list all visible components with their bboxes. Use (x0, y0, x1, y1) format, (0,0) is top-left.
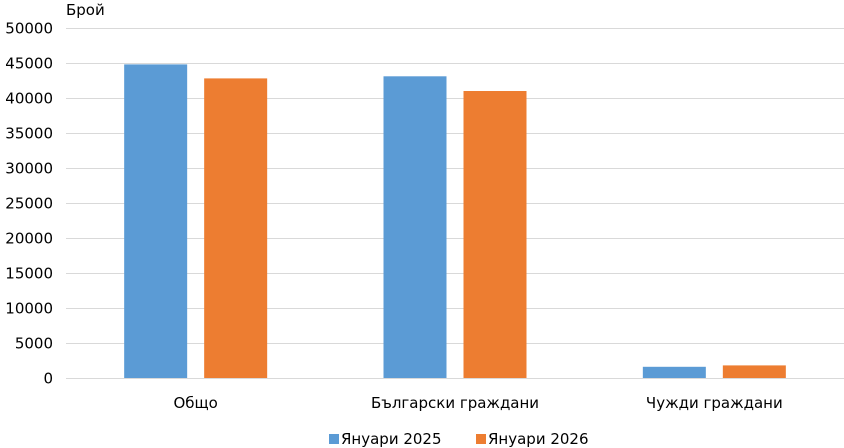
category-label: Чужди граждани (646, 394, 783, 412)
bar-1-1 (124, 64, 188, 379)
legend-label: Януари 2026 (488, 430, 589, 448)
bar-2-2 (463, 91, 527, 378)
y-axis-label: Брой (66, 1, 105, 19)
bar-1-3 (642, 366, 706, 378)
gridlines (66, 28, 844, 379)
legend: Януари 2025 Януари 2026 (329, 430, 589, 448)
bars (124, 64, 786, 379)
y-tick-label: 15000 (5, 265, 53, 283)
legend-swatch (329, 434, 339, 444)
category-label: Български граждани (371, 394, 539, 412)
y-tick-label: 40000 (5, 90, 53, 108)
y-tick-label: 45000 (5, 55, 53, 73)
bar-2-3 (722, 365, 786, 378)
category-labels: Общо Български граждани Чужди граждани (173, 394, 782, 412)
y-tick-label: 25000 (5, 195, 53, 213)
bar-1-2 (383, 76, 447, 379)
y-tick-label: 50000 (5, 20, 53, 38)
y-tick-label: 0 (43, 370, 53, 388)
category-label: Общо (173, 394, 217, 412)
y-tick-labels: 0 5000 10000 15000 20000 25000 30000 35000 40000… (5, 20, 53, 388)
legend-label: Януари 2025 (341, 430, 442, 448)
legend-swatch (476, 434, 486, 444)
y-tick-label: 30000 (5, 160, 53, 178)
y-tick-label: 35000 (5, 125, 53, 143)
bar-2-1 (204, 78, 268, 379)
y-tick-label: 5000 (15, 335, 53, 353)
y-tick-label: 10000 (5, 300, 53, 318)
y-tick-label: 20000 (5, 230, 53, 248)
